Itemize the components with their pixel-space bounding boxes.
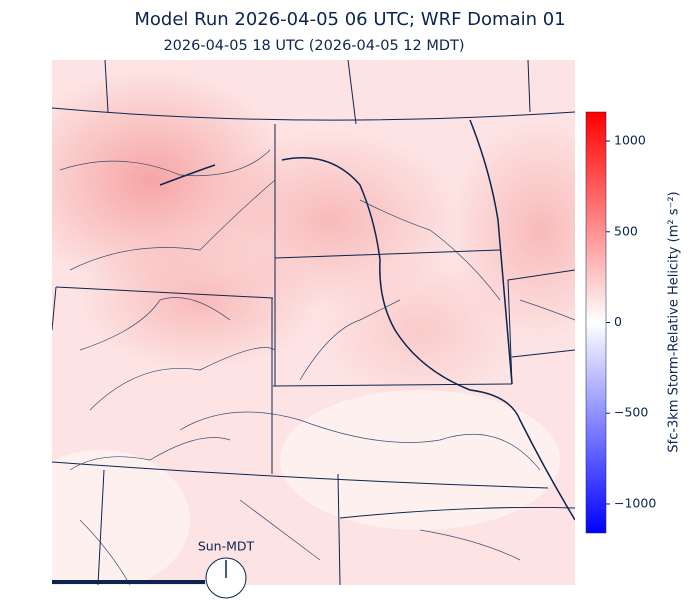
title: Model Run 2026-04-05 06 UTC; WRF Domain … bbox=[134, 9, 565, 30]
state-borders bbox=[52, 60, 575, 585]
rivers-minor bbox=[59, 149, 575, 585]
colorbar: 1000 500 0 −500 −1000 bbox=[585, 111, 656, 534]
map bbox=[52, 60, 575, 585]
subtitle: 2026-04-05 18 UTC (2026-04-05 12 MDT) bbox=[163, 38, 464, 54]
colorbar-scale bbox=[585, 111, 607, 534]
rivers-major bbox=[159, 119, 575, 521]
colorbar-tick-label: 1000 bbox=[614, 133, 646, 148]
colorbar-tick-label: −500 bbox=[614, 405, 648, 420]
colorbar-tick-label: 0 bbox=[614, 314, 622, 329]
colorbar-tick-label: −1000 bbox=[614, 495, 656, 510]
clock-label: Sun-MDT bbox=[198, 539, 255, 554]
colorbar-label: Sfc-3km Storm-Relative Helicity (m² s⁻²) bbox=[667, 191, 682, 452]
colorbar-tick-label: 500 bbox=[614, 223, 638, 238]
